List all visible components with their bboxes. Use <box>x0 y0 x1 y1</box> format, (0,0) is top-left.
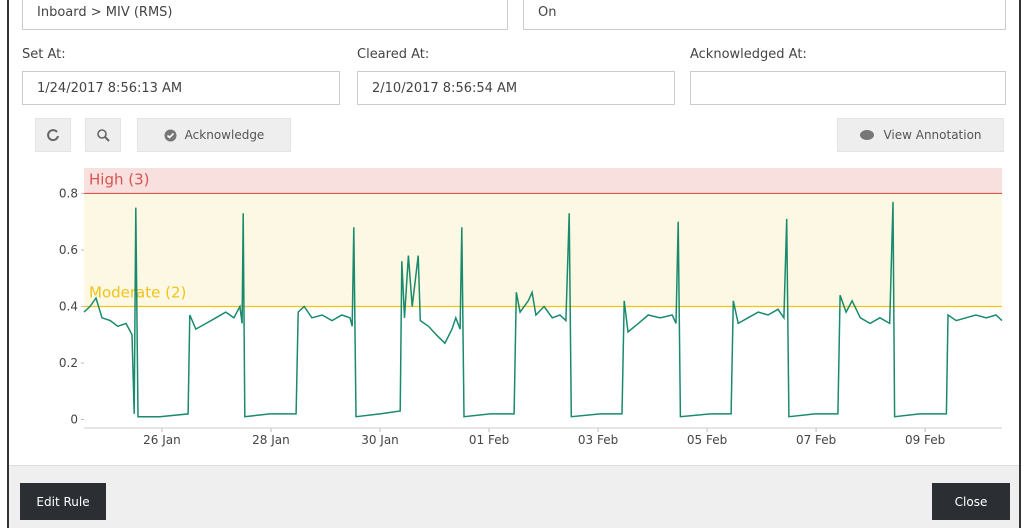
x-tick-label: 01 Feb <box>469 433 509 447</box>
acknowledged-field[interactable] <box>690 71 1006 105</box>
annotation-button[interactable]: View Annotation <box>837 118 1004 152</box>
y-tick-label: 0.2 <box>59 356 78 370</box>
threshold-label: High (3) <box>89 170 150 188</box>
acknowledged-label: Acknowledged At: <box>690 47 807 62</box>
refresh-button[interactable] <box>35 118 71 152</box>
acknowledge-button[interactable]: Acknowledge <box>137 118 291 152</box>
modal-edge <box>1019 0 1021 528</box>
data-line <box>83 201 1003 418</box>
y-tick-label: 0 <box>70 413 78 427</box>
state-field[interactable]: On <box>523 0 1006 30</box>
edit-rule-button[interactable]: Edit Rule <box>20 483 106 520</box>
zoom-icon <box>97 129 110 142</box>
y-tick-label: 0.6 <box>59 243 78 257</box>
x-tick-label: 26 Jan <box>143 433 181 447</box>
set-label: Set At: <box>22 47 66 62</box>
threshold-label: Moderate (2) <box>89 283 186 301</box>
zoom-button[interactable] <box>85 118 121 152</box>
cleared-field[interactable]: 2/10/2017 8:56:54 AM <box>357 71 675 105</box>
x-tick-label: 09 Feb <box>905 433 945 447</box>
y-tick-label: 0.8 <box>59 186 78 200</box>
check-icon <box>164 129 177 141</box>
comment-icon <box>860 129 875 140</box>
footer <box>9 465 1019 528</box>
modal-edge <box>7 0 9 528</box>
threshold-band <box>84 168 1002 194</box>
x-tick-label: 03 Feb <box>578 433 618 447</box>
set-field[interactable]: 1/24/2017 8:56:13 AM <box>22 71 340 105</box>
source-field[interactable]: Inboard > MIV (RMS) <box>22 0 508 30</box>
annotation-text: View Annotation <box>883 128 982 142</box>
acknowledge-text: Acknowledge <box>184 128 265 142</box>
cleared-label: Cleared At: <box>357 47 430 62</box>
threshold-band <box>84 193 1002 307</box>
x-tick-label: 07 Feb <box>796 433 836 447</box>
chart: High (3) Moderate (2) 0 0.2 0.4 0.6 0.8 26 Jan 2… <box>59 168 1003 447</box>
x-tick-label: 05 Feb <box>687 433 727 447</box>
x-tick-label: 30 Jan <box>361 433 399 447</box>
x-tick-label: 28 Jan <box>252 433 290 447</box>
y-tick-label: 0.4 <box>59 299 78 313</box>
close-button[interactable]: Close <box>932 483 1010 520</box>
refresh-icon <box>47 129 59 142</box>
